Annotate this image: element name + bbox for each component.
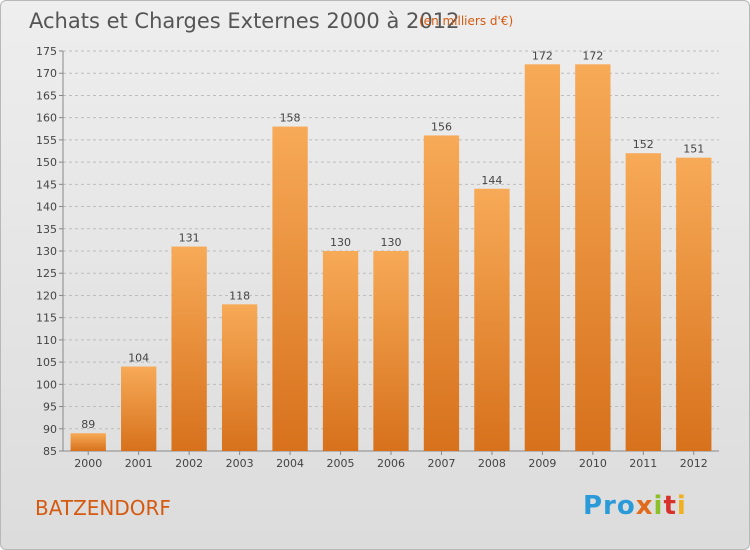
data-label: 89 <box>81 418 95 431</box>
y-tick-label: 170 <box>36 67 57 80</box>
x-tick-label: 2006 <box>377 457 405 470</box>
data-label: 172 <box>582 49 603 62</box>
y-tick-label: 135 <box>36 223 57 236</box>
bar <box>171 246 207 451</box>
bar <box>272 126 308 452</box>
data-label: 158 <box>280 112 301 125</box>
bar <box>676 157 712 451</box>
bar <box>322 251 359 451</box>
bars: 89 104 131 118 158 130 130 156 144 172 172 152 151 <box>70 49 712 452</box>
x-tick-label: 2001 <box>125 457 153 470</box>
x-tick-label: 2003 <box>226 457 254 470</box>
logo-part: i <box>653 491 664 521</box>
data-label: 152 <box>633 138 654 151</box>
x-tick-label: 2000 <box>74 457 102 470</box>
chart-subtitle: (en milliers d'€) <box>419 14 514 28</box>
x-tick-label: 2002 <box>175 457 203 470</box>
y-tick-label: 175 <box>36 45 57 58</box>
y-tick-label: 90 <box>43 423 57 436</box>
bar <box>423 135 460 451</box>
data-label: 151 <box>683 143 704 156</box>
x-tick-label: 2010 <box>579 457 607 470</box>
y-tick-label: 130 <box>36 245 57 258</box>
y-tick-label: 125 <box>36 267 57 280</box>
chart-title: Achats et Charges Externes 2000 à 2012 <box>29 9 460 33</box>
data-label: 131 <box>179 232 200 245</box>
x-tick-label: 2012 <box>680 457 708 470</box>
logo-part: x <box>635 491 654 521</box>
data-label: 156 <box>431 120 452 133</box>
y-tick-label: 160 <box>36 112 57 125</box>
data-label: 118 <box>229 289 250 302</box>
bar <box>524 64 561 452</box>
y-tick-label: 115 <box>36 312 57 325</box>
x-tick-label: 2009 <box>528 457 556 470</box>
y-tick-label: 85 <box>43 445 57 458</box>
x-tick-label: 2007 <box>427 457 455 470</box>
logo-part: i <box>676 491 687 521</box>
x-tick-label: 2008 <box>478 457 506 470</box>
bar <box>70 433 106 451</box>
commune-name: BATZENDORF <box>35 496 171 520</box>
data-label: 130 <box>381 236 402 249</box>
bar <box>121 366 157 451</box>
logo-part: t <box>663 491 677 521</box>
bar <box>221 304 258 451</box>
y-tick-label: 105 <box>36 356 57 369</box>
y-tick-label: 155 <box>36 134 57 147</box>
bar <box>575 64 611 452</box>
data-label: 144 <box>481 174 502 187</box>
bar <box>625 153 661 451</box>
x-tick-label: 2005 <box>327 457 355 470</box>
proxiti-logo: Proxiti <box>583 491 687 521</box>
y-tick-label: 165 <box>36 89 57 102</box>
x-axis: 2000 2001 2002 2003 2004 2005 2006 2007 2008 2009… <box>74 451 708 470</box>
bar <box>474 188 510 451</box>
y-tick-label: 150 <box>36 156 57 169</box>
y-tick-label: 100 <box>36 378 57 391</box>
data-label: 130 <box>330 236 351 249</box>
data-label: 104 <box>128 352 149 365</box>
y-tick-label: 145 <box>36 178 57 191</box>
x-tick-label: 2004 <box>276 457 304 470</box>
y-tick-label: 110 <box>36 334 57 347</box>
logo-part: Pro <box>583 491 636 521</box>
y-tick-label: 120 <box>36 289 57 302</box>
bar <box>373 251 409 451</box>
x-tick-label: 2011 <box>629 457 657 470</box>
data-label: 172 <box>532 49 553 62</box>
y-tick-label: 95 <box>43 401 57 414</box>
y-tick-label: 140 <box>36 201 57 214</box>
